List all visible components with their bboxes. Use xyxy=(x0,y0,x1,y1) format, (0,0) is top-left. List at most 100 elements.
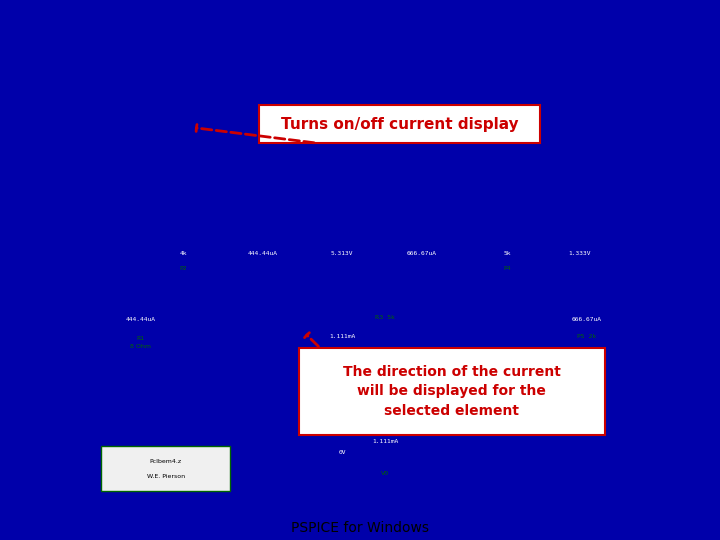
FancyBboxPatch shape xyxy=(50,165,97,497)
FancyBboxPatch shape xyxy=(0,0,560,530)
Text: 1.111mA: 1.111mA xyxy=(372,439,398,444)
Text: ⚡: ⚡ xyxy=(69,327,76,337)
FancyBboxPatch shape xyxy=(38,0,720,530)
Text: V0: V0 xyxy=(381,471,390,476)
FancyBboxPatch shape xyxy=(54,99,78,129)
FancyBboxPatch shape xyxy=(0,59,720,540)
FancyBboxPatch shape xyxy=(259,105,540,143)
Text: □: □ xyxy=(669,47,676,56)
FancyBboxPatch shape xyxy=(54,214,91,240)
FancyBboxPatch shape xyxy=(665,40,680,62)
FancyBboxPatch shape xyxy=(464,99,488,129)
FancyBboxPatch shape xyxy=(0,103,719,540)
Text: R7: R7 xyxy=(381,412,390,417)
Text: _: _ xyxy=(650,47,654,56)
Text: V: V xyxy=(195,141,204,154)
Text: File: File xyxy=(65,78,78,86)
FancyBboxPatch shape xyxy=(50,94,706,132)
FancyBboxPatch shape xyxy=(204,43,720,540)
Text: 1.333V: 1.333V xyxy=(568,251,591,256)
Text: 0V: 0V xyxy=(338,450,346,455)
FancyBboxPatch shape xyxy=(54,249,91,275)
Text: 4k: 4k xyxy=(180,251,187,256)
FancyBboxPatch shape xyxy=(504,99,619,129)
FancyBboxPatch shape xyxy=(0,43,523,540)
FancyBboxPatch shape xyxy=(0,0,646,530)
Text: □: □ xyxy=(68,222,78,232)
Text: View: View xyxy=(292,78,310,86)
FancyBboxPatch shape xyxy=(50,32,706,497)
FancyBboxPatch shape xyxy=(54,285,91,310)
Text: 666.67uA: 666.67uA xyxy=(406,251,436,256)
Text: 12.00V: 12.00V xyxy=(330,377,354,382)
Text: ≡: ≡ xyxy=(68,362,78,372)
FancyBboxPatch shape xyxy=(50,132,706,165)
FancyBboxPatch shape xyxy=(410,99,433,129)
FancyBboxPatch shape xyxy=(136,99,160,129)
FancyBboxPatch shape xyxy=(50,68,706,94)
Text: Edit: Edit xyxy=(122,78,137,86)
Text: Pclbem4.z: Pclbem4.z xyxy=(150,459,181,464)
FancyBboxPatch shape xyxy=(191,99,215,129)
Text: W.E. Pierson: W.E. Pierson xyxy=(147,474,184,479)
Text: ○: ○ xyxy=(68,257,78,267)
Text: 444.44uA: 444.44uA xyxy=(248,251,278,256)
FancyBboxPatch shape xyxy=(54,390,91,416)
FancyBboxPatch shape xyxy=(685,40,701,62)
FancyBboxPatch shape xyxy=(328,99,351,129)
Text: R1: R1 xyxy=(136,336,145,341)
FancyBboxPatch shape xyxy=(54,355,91,381)
Text: P4: P4 xyxy=(504,266,511,271)
Text: Tools: Tools xyxy=(463,78,482,86)
Text: 5.313V: 5.313V xyxy=(330,251,354,256)
FancyBboxPatch shape xyxy=(132,0,720,530)
Text: P2: P2 xyxy=(180,266,187,271)
FancyBboxPatch shape xyxy=(644,40,660,62)
FancyBboxPatch shape xyxy=(97,165,691,497)
Text: Window: Window xyxy=(577,78,607,86)
Text: ×: × xyxy=(689,47,696,56)
Text: Analysis: Analysis xyxy=(406,78,438,86)
Text: Navigate: Navigate xyxy=(235,78,270,86)
FancyBboxPatch shape xyxy=(109,99,132,129)
FancyBboxPatch shape xyxy=(101,446,230,491)
FancyBboxPatch shape xyxy=(5,165,720,540)
FancyBboxPatch shape xyxy=(54,320,91,346)
FancyBboxPatch shape xyxy=(81,99,105,129)
Text: GND_ANALOG: GND_ANALOG xyxy=(535,109,588,118)
Text: ↗: ↗ xyxy=(68,187,78,197)
FancyBboxPatch shape xyxy=(0,176,718,540)
Text: ▦: ▦ xyxy=(68,397,78,407)
Text: Help: Help xyxy=(634,78,651,86)
FancyBboxPatch shape xyxy=(218,99,242,129)
FancyBboxPatch shape xyxy=(217,135,243,161)
FancyBboxPatch shape xyxy=(50,32,706,68)
FancyBboxPatch shape xyxy=(355,99,379,129)
Text: I: I xyxy=(228,141,233,154)
Text: Turns on/off current display: Turns on/off current display xyxy=(281,117,518,132)
Text: R3  5k: R3 5k xyxy=(375,315,395,320)
FancyBboxPatch shape xyxy=(492,99,516,129)
FancyBboxPatch shape xyxy=(300,99,324,129)
FancyBboxPatch shape xyxy=(163,99,187,129)
Text: Markers: Markers xyxy=(520,78,551,86)
FancyBboxPatch shape xyxy=(246,99,269,129)
Text: Options: Options xyxy=(349,78,379,86)
FancyBboxPatch shape xyxy=(382,99,406,129)
Text: Draw: Draw xyxy=(179,78,199,86)
FancyBboxPatch shape xyxy=(273,99,297,129)
FancyBboxPatch shape xyxy=(437,99,461,129)
Text: 1.111mA: 1.111mA xyxy=(329,334,355,339)
Text: 444.44uA: 444.44uA xyxy=(125,318,156,322)
FancyBboxPatch shape xyxy=(94,135,166,161)
Text: 8 Ohm: 8 Ohm xyxy=(130,345,151,349)
Text: P5  2k: P5 2k xyxy=(577,334,596,339)
Text: ⌐: ⌐ xyxy=(68,292,78,302)
Text: PSPICE for Windows: PSPICE for Windows xyxy=(291,521,429,535)
FancyBboxPatch shape xyxy=(691,165,706,497)
FancyBboxPatch shape xyxy=(202,0,720,530)
Text: None: None xyxy=(119,144,140,152)
Text: 666.67uA: 666.67uA xyxy=(572,318,602,322)
FancyBboxPatch shape xyxy=(187,135,212,161)
Text: MicroSim Schematics - ['p4_2 p.1 (current) ]: MicroSim Schematics - ['p4_2 p.1 (curren… xyxy=(72,46,308,55)
